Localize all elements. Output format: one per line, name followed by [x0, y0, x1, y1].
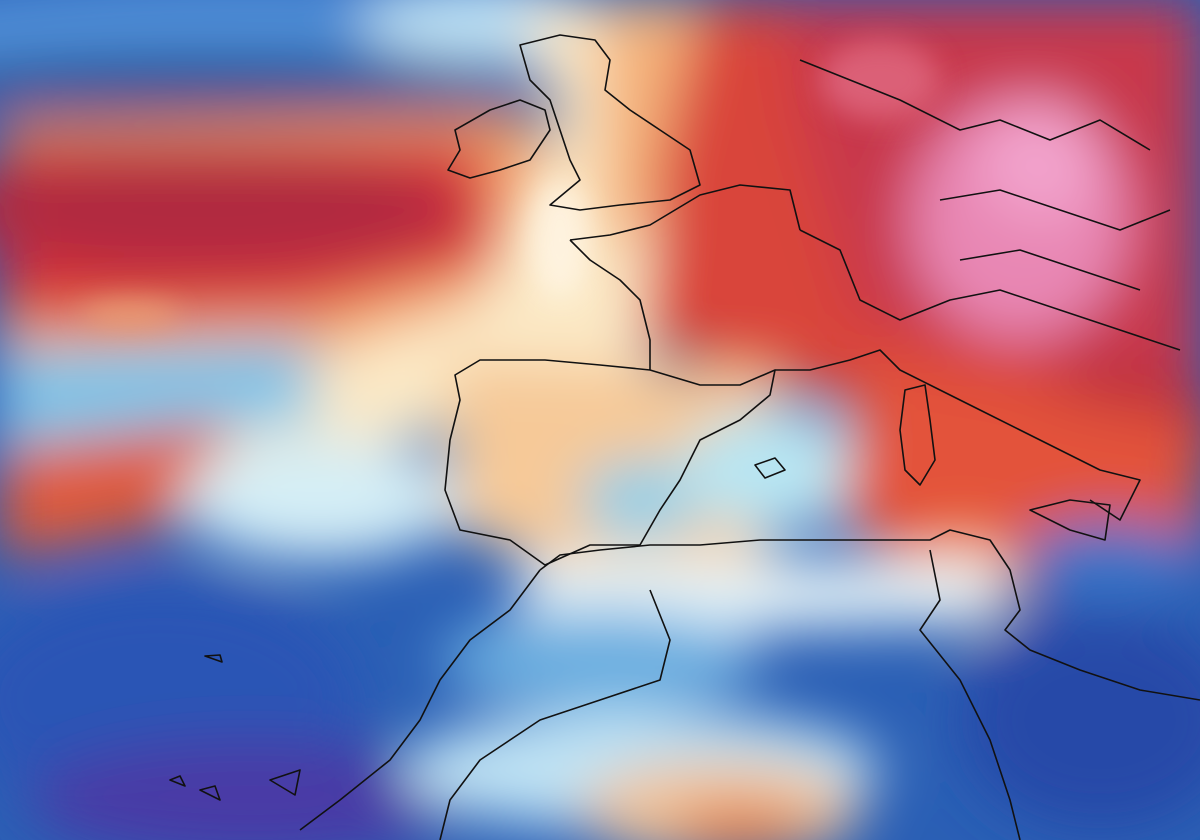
canaries: [169, 654, 301, 801]
europe-borders: [799, 59, 1181, 351]
mediterranean-north: [775, 349, 1141, 521]
britain: [519, 34, 701, 211]
france-iberia: [444, 184, 801, 566]
sardinia: [899, 384, 936, 486]
sicily: [1029, 499, 1111, 541]
ireland: [447, 99, 551, 179]
coastlines: [169, 34, 1200, 840]
balearics: [754, 457, 786, 479]
borders: [439, 549, 1021, 840]
north-africa: [539, 529, 1200, 701]
africa-west: [299, 569, 541, 831]
